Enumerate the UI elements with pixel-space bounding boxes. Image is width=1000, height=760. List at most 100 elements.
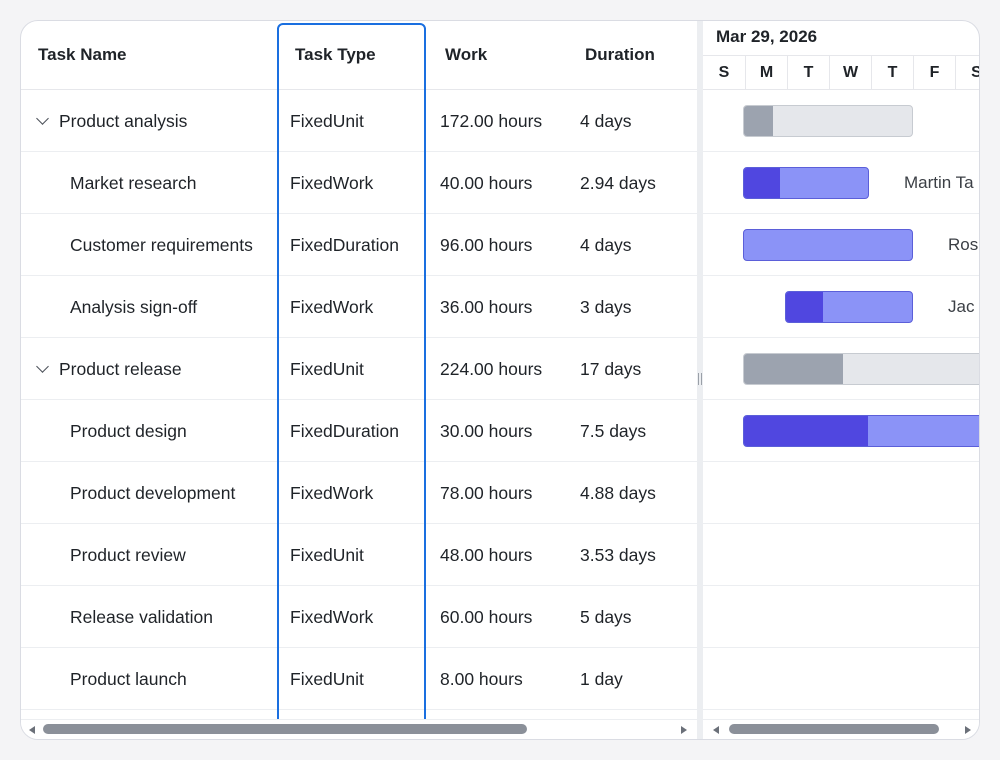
- table-row[interactable]: Product design FixedDuration 30.00 hours 7.…: [21, 400, 697, 462]
- day-header: S: [955, 55, 979, 89]
- task-name-cell: Customer requirements: [21, 214, 277, 276]
- task-grid: Task Name Task Type Work Duration Produc…: [21, 21, 697, 739]
- day-header: S: [703, 55, 745, 89]
- timeline-row: [703, 276, 979, 338]
- resource-label: Jac: [948, 297, 975, 316]
- duration-cell: 4.88 days: [580, 482, 656, 503]
- work-cell: 36.00 hours: [440, 296, 533, 317]
- column-header-duration[interactable]: Duration: [585, 45, 655, 64]
- duration-cell: 5 days: [580, 606, 632, 627]
- timeline-row: [703, 462, 979, 524]
- chevron-down-icon[interactable]: [36, 360, 49, 373]
- summary-task-bar[interactable]: [743, 353, 979, 385]
- chart-scroll-left-arrow-icon[interactable]: [713, 726, 719, 734]
- resource-label: Martin Ta: [904, 173, 974, 192]
- task-name-label: Product analysis: [59, 110, 188, 131]
- table-row[interactable]: Analysis sign-off FixedWork 36.00 hours 3 d…: [21, 276, 697, 338]
- task-type-cell: FixedDuration: [290, 234, 399, 255]
- column-header-work[interactable]: Work: [445, 45, 488, 64]
- work-cell: 60.00 hours: [440, 606, 533, 627]
- table-row[interactable]: Release validation FixedWork 60.00 hours 5 …: [21, 586, 697, 648]
- task-name-cell: Product design: [21, 400, 277, 462]
- chart-horizontal-scrollbar[interactable]: [703, 719, 979, 739]
- task-bar[interactable]: [785, 291, 913, 323]
- splitter-grip-icon[interactable]: [698, 373, 702, 385]
- duration-cell: 3 days: [580, 296, 632, 317]
- grid-scroll-thumb[interactable]: [43, 724, 527, 734]
- work-cell: 96.00 hours: [440, 234, 533, 255]
- day-header: T: [871, 55, 913, 89]
- task-name-cell: Product development: [21, 462, 277, 524]
- timeline-row: [703, 524, 979, 586]
- column-header-task-type[interactable]: Task Type: [295, 45, 376, 64]
- task-name-label: Analysis sign-off: [70, 296, 198, 317]
- task-type-cell: FixedWork: [290, 296, 374, 317]
- table-row[interactable]: Market research FixedWork 40.00 hours 2.94 …: [21, 152, 697, 214]
- scroll-right-arrow-icon[interactable]: [681, 726, 687, 734]
- duration-cell: 3.53 days: [580, 544, 656, 565]
- duration-cell: 7.5 days: [580, 420, 647, 441]
- grid-horizontal-scrollbar[interactable]: [21, 719, 697, 739]
- summary-task-bar[interactable]: [743, 105, 913, 137]
- task-type-cell: FixedUnit: [290, 668, 364, 689]
- day-header: W: [829, 55, 871, 89]
- day-header: T: [787, 55, 829, 89]
- column-header-task-name[interactable]: Task Name: [38, 45, 127, 64]
- task-name-cell: Product review: [21, 524, 277, 586]
- task-name-label: Product development: [70, 482, 236, 503]
- task-name-label: Release validation: [70, 606, 214, 627]
- task-name-cell: Product release: [21, 338, 277, 400]
- timeline-row: [703, 90, 979, 152]
- chart-scroll-thumb[interactable]: [729, 724, 939, 734]
- timeline-row: [703, 214, 979, 276]
- task-name-label: Customer requirements: [70, 234, 253, 255]
- duration-cell: 4 days: [580, 234, 632, 255]
- task-name-label: Product design: [70, 420, 187, 441]
- work-cell: 40.00 hours: [440, 172, 533, 193]
- task-name-cell: Product analysis: [21, 90, 277, 152]
- table-row[interactable]: Product release FixedUnit 224.00 hours 17 d…: [21, 338, 697, 400]
- pane-splitter[interactable]: [697, 21, 703, 739]
- task-name-label: Product review: [70, 544, 186, 565]
- task-name-cell: Product launch: [21, 648, 277, 710]
- task-name-cell: Market research: [21, 152, 277, 214]
- work-cell: 30.00 hours: [440, 420, 533, 441]
- day-header: F: [913, 55, 955, 89]
- duration-cell: 2.94 days: [580, 172, 656, 193]
- timeline-row: [703, 152, 979, 214]
- table-row[interactable]: Product analysis FixedUnit 172.00 hours 4 d…: [21, 90, 697, 152]
- task-type-cell: FixedWork: [290, 606, 374, 627]
- timeline-row: [703, 648, 979, 710]
- duration-cell: 17 days: [580, 358, 642, 379]
- task-name-cell: Analysis sign-off: [21, 276, 277, 338]
- table-row[interactable]: Product review FixedUnit 48.00 hours 3.53 d…: [21, 524, 697, 586]
- task-name-cell: Release validation: [21, 586, 277, 648]
- table-row[interactable]: Product launch FixedUnit 8.00 hours 1 day: [21, 648, 697, 710]
- work-cell: 172.00 hours: [440, 110, 543, 131]
- task-bar[interactable]: [743, 229, 913, 261]
- chevron-down-icon[interactable]: [36, 112, 49, 125]
- chart-scroll-right-arrow-icon[interactable]: [965, 726, 971, 734]
- grid-header: Task Name Task Type Work Duration: [21, 21, 697, 90]
- work-cell: 78.00 hours: [440, 482, 533, 503]
- scroll-left-arrow-icon[interactable]: [29, 726, 35, 734]
- task-bar[interactable]: [743, 415, 979, 447]
- task-type-cell: FixedWork: [290, 482, 374, 503]
- task-progress-fill: [744, 106, 773, 136]
- task-name-label: Product launch: [70, 668, 187, 689]
- resource-label: Ros: [948, 235, 979, 254]
- task-progress-fill: [744, 416, 868, 446]
- timeline-header: Mar 29, 2026 SMTWTFS: [703, 21, 979, 90]
- task-type-cell: FixedUnit: [290, 358, 364, 379]
- task-type-cell: FixedUnit: [290, 110, 364, 131]
- work-cell: 8.00 hours: [440, 668, 523, 689]
- task-progress-fill: [786, 292, 823, 322]
- table-row[interactable]: Product development FixedWork 78.00 hours 4…: [21, 462, 697, 524]
- duration-cell: 4 days: [580, 110, 632, 131]
- task-bar[interactable]: [743, 167, 869, 199]
- day-header: M: [745, 55, 787, 89]
- timeline-row: [703, 586, 979, 648]
- table-row[interactable]: Customer requirements FixedDuration 96.00 …: [21, 214, 697, 276]
- task-progress-fill: [744, 168, 780, 198]
- work-cell: 224.00 hours: [440, 358, 543, 379]
